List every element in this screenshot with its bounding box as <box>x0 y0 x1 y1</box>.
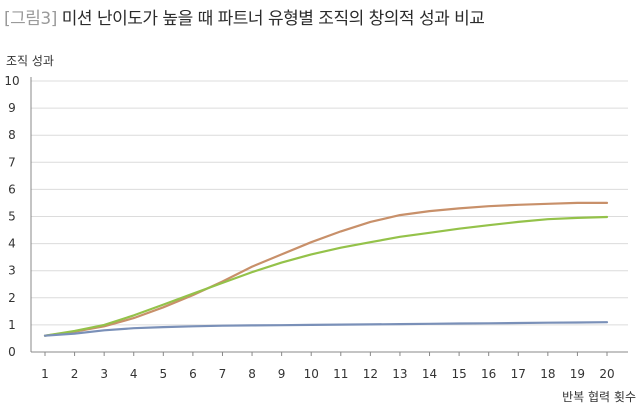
series-line-3 <box>43 321 609 337</box>
x-tick-label: 14 <box>422 367 437 381</box>
x-tick-label: 9 <box>278 367 286 381</box>
series-line-2 <box>43 215 609 337</box>
x-tick-label: 4 <box>130 367 138 381</box>
x-tick-label: 6 <box>189 367 197 381</box>
y-tick-label: 7 <box>8 155 16 169</box>
y-tick-label: 10 <box>4 74 19 88</box>
y-tick-label: 9 <box>8 101 16 115</box>
x-tick-label: 15 <box>451 367 466 381</box>
x-tick-label: 13 <box>392 367 407 381</box>
x-tick-label: 2 <box>71 367 79 381</box>
y-tick-label: 8 <box>8 128 16 142</box>
figure-title: 미션 난이도가 높을 때 파트너 유형별 조직의 창의적 성과 비교 <box>61 9 485 29</box>
x-tick-label: 11 <box>333 367 348 381</box>
y-tick-label: 2 <box>8 291 16 305</box>
y-tick-label: 1 <box>8 318 16 332</box>
x-axis-label: 반복 협력 횟수 <box>562 390 636 404</box>
series-line-1 <box>43 201 609 337</box>
x-tick-label: 3 <box>100 367 108 381</box>
x-tick-label: 17 <box>511 367 526 381</box>
x-tick-label: 1 <box>41 367 49 381</box>
y-tick-label: 0 <box>8 345 16 359</box>
y-tick-label: 5 <box>8 210 16 224</box>
chart-title: [그림3] 미션 난이도가 높을 때 파트너 유형별 조직의 창의적 성과 비교 <box>4 4 485 29</box>
x-tick-label: 16 <box>481 367 496 381</box>
y-tick-label: 4 <box>8 237 16 251</box>
x-tick-label: 5 <box>159 367 167 381</box>
x-tick-label: 20 <box>599 367 614 381</box>
x-tick-label: 18 <box>540 367 555 381</box>
x-tick-label: 8 <box>248 367 256 381</box>
x-tick-label: 12 <box>363 367 378 381</box>
y-tick-label: 6 <box>8 182 16 196</box>
figure-label: [그림3] <box>4 9 57 29</box>
x-tick-label: 19 <box>570 367 585 381</box>
y-tick-label: 3 <box>8 264 16 278</box>
x-tick-label: 10 <box>304 367 319 381</box>
x-tick-label: 7 <box>219 367 227 381</box>
y-axis-label: 조직 성과 <box>6 54 54 68</box>
